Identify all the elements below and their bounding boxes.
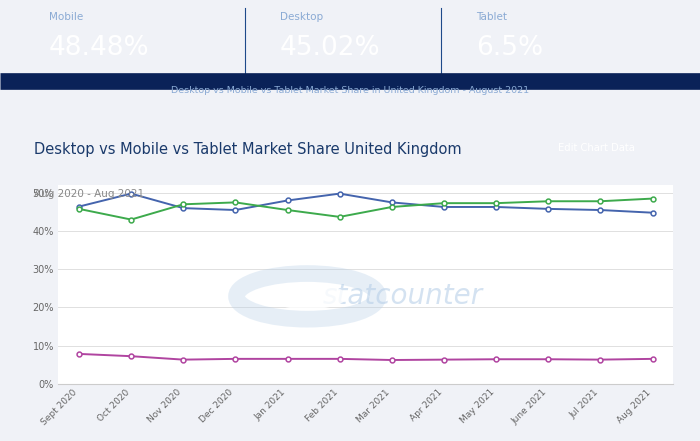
Text: statcounter: statcounter — [323, 282, 483, 310]
Text: Mobile: Mobile — [49, 12, 83, 22]
Circle shape — [267, 284, 347, 309]
Text: Desktop vs Mobile vs Tablet Market Share in United Kingdom - August 2021: Desktop vs Mobile vs Tablet Market Share… — [171, 86, 529, 95]
Text: 48.48%: 48.48% — [49, 35, 150, 61]
Text: 6.5%: 6.5% — [476, 35, 543, 61]
Text: Aug 2020 - Aug 2021: Aug 2020 - Aug 2021 — [34, 189, 143, 198]
Text: Tablet: Tablet — [476, 12, 507, 22]
Text: Desktop vs Mobile vs Tablet Market Share United Kingdom: Desktop vs Mobile vs Tablet Market Share… — [34, 142, 461, 157]
Text: Desktop: Desktop — [280, 12, 323, 22]
Text: 45.02%: 45.02% — [280, 35, 381, 61]
Text: Edit Chart Data: Edit Chart Data — [559, 143, 635, 153]
